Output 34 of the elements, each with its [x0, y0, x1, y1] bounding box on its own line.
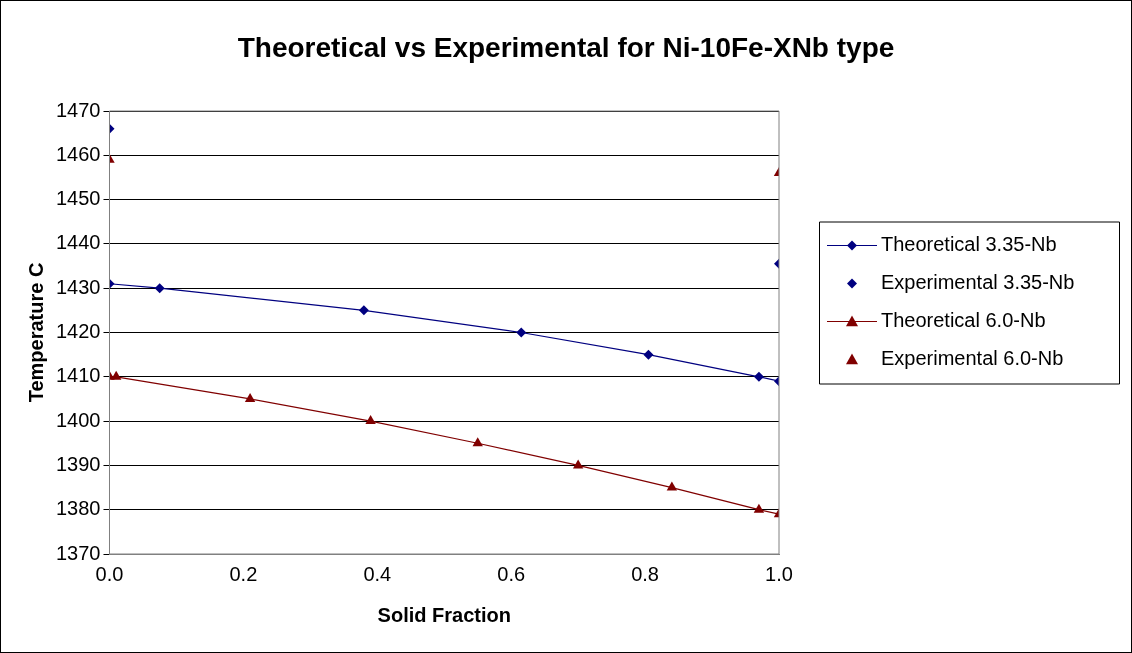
x-tick-label: 0.8	[631, 562, 659, 585]
y-tick-label: 1380	[55, 497, 101, 520]
x-tick-label: 0.0	[95, 562, 124, 585]
y-tick-label: 1370	[55, 541, 101, 564]
legend-label: Theoretical 6.0-Nb	[881, 309, 1046, 332]
y-axis-title: Temperature C	[24, 262, 47, 403]
x-tick-label: 0.4	[363, 562, 392, 585]
point	[516, 327, 527, 338]
point	[244, 392, 256, 402]
y-tick-label: 1390	[55, 452, 101, 475]
point	[365, 415, 376, 425]
point	[572, 459, 584, 469]
point	[358, 305, 369, 316]
y-tick-label: 1410	[55, 364, 101, 387]
y-tick-label: 1440	[55, 231, 101, 254]
y-tick-label: 1420	[55, 320, 101, 343]
legend-label: Experimental 6.0-Nb	[881, 347, 1064, 370]
chart-title: Theoretical vs Experimental for Ni-10Fe-XNb type	[237, 31, 895, 63]
point	[666, 481, 678, 491]
y-tick-label: 1450	[55, 187, 101, 210]
y-tick-label: 1430	[55, 275, 101, 298]
x-tick-label: 0.2	[229, 562, 258, 585]
y-tick-label: 1460	[55, 142, 101, 165]
y-tick-label: 1470	[55, 98, 101, 121]
x-tick-label: 0.6	[497, 562, 526, 585]
point	[753, 371, 764, 382]
y-tick-label: 1400	[55, 408, 101, 431]
point	[472, 437, 483, 447]
point	[753, 503, 765, 513]
legend-label: Theoretical 3.35-Nb	[881, 233, 1057, 256]
x-tick-label: 1.0	[765, 562, 793, 585]
legend-label: Experimental 3.35-Nb	[881, 271, 1075, 294]
x-axis-title: Solid Fraction	[377, 603, 511, 626]
point	[643, 349, 654, 360]
